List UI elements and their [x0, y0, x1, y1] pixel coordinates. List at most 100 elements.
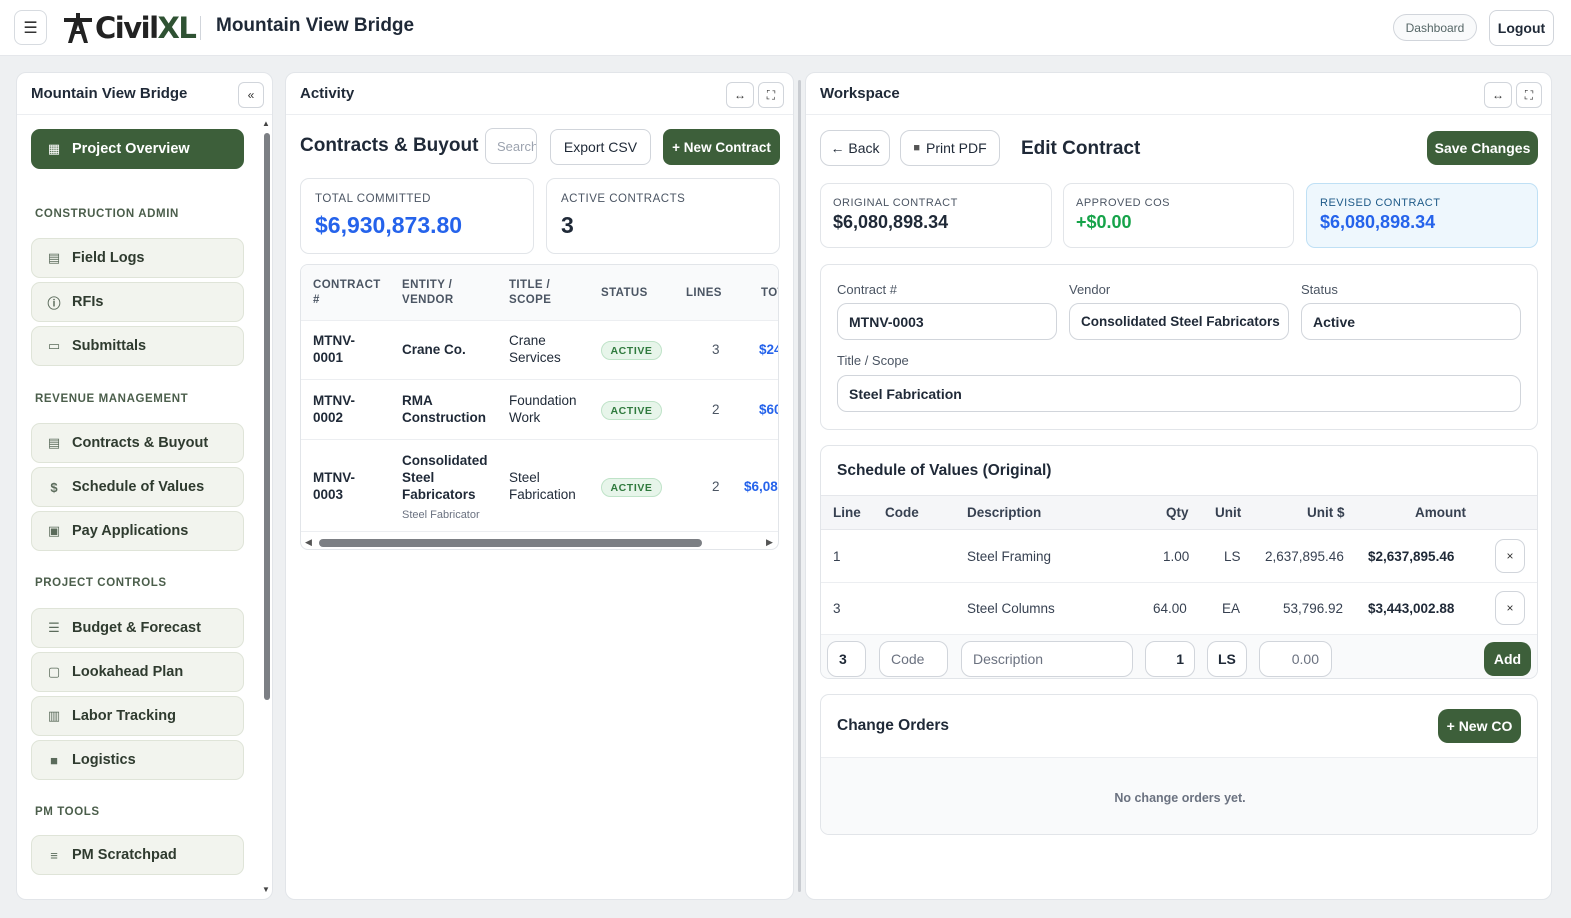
change-orders-empty-text: No change orders yet.	[1114, 791, 1246, 805]
sidebar-item-submittals[interactable]: ▭ Submittals	[31, 326, 244, 366]
sidebar-item-contracts-buyout[interactable]: ▤ Contracts & Buyout	[31, 423, 244, 463]
top-bar: ☰ CivilXL Mountain View Bridge Dashboard…	[0, 0, 1571, 56]
list-icon: ☰	[48, 620, 60, 635]
sidebar-item-budget-forecast[interactable]: ☰ Budget & Forecast	[31, 608, 244, 648]
col-status[interactable]: STATUS	[601, 287, 648, 299]
app-logo[interactable]: CivilXL	[62, 10, 197, 46]
vendor-field[interactable]: Consolidated Steel Fabricators	[1069, 303, 1289, 340]
remove-line-button[interactable]: ×	[1495, 539, 1525, 573]
fullscreen-icon: ⛶	[766, 87, 776, 102]
total-committed-value: $6,930,873.80	[315, 212, 463, 238]
collapse-sidebar-button[interactable]: «	[238, 82, 264, 108]
sidebar-item-pm-scratchpad[interactable]: ≡ PM Scratchpad	[31, 835, 244, 875]
active-contracts-value: 3	[561, 212, 574, 238]
new-co-button[interactable]: + New CO	[1438, 709, 1521, 743]
status-select[interactable]: Active	[1301, 303, 1521, 340]
scope-cell: Crane Services	[509, 333, 561, 365]
print-pdf-button[interactable]: ■ Print PDF	[900, 130, 1000, 166]
printer-icon: ■	[913, 142, 920, 154]
activity-header: Activity	[286, 73, 793, 115]
sidebar-item-project-overview[interactable]: ▦ Project Overview	[31, 129, 244, 169]
back-button[interactable]: ← Back	[820, 130, 890, 166]
fullscreen-button[interactable]: ⛶	[1516, 82, 1542, 108]
add-line-button[interactable]: Add	[1484, 642, 1531, 676]
sidebar-item-field-logs[interactable]: ▤ Field Logs	[31, 238, 244, 278]
col-entity-vendor[interactable]: ENTITY / VENDOR	[402, 279, 454, 306]
workspace-title: Workspace	[820, 85, 900, 102]
sidebar-item-labor-tracking[interactable]: ▥ Labor Tracking	[31, 696, 244, 736]
dollar-icon: $	[50, 479, 58, 495]
scroll-right-arrow-icon[interactable]: ▶	[766, 537, 773, 547]
col-title-scope[interactable]: TITLE / SCOPE	[509, 279, 552, 306]
lines-cell: 2	[712, 479, 720, 494]
lines-cell: 3	[712, 342, 720, 357]
row-divider	[301, 439, 778, 440]
logout-button[interactable]: Logout	[1489, 10, 1554, 46]
scrollbar-divider	[301, 531, 778, 532]
scroll-up-arrow-icon[interactable]: ▲	[262, 119, 270, 128]
sidebar-item-schedule-of-values[interactable]: $ Schedule of Values	[31, 467, 244, 507]
col-contract-number[interactable]: CONTRACT #	[313, 279, 381, 306]
clipboard-icon: ▤	[47, 250, 61, 265]
sidebar-header: Mountain View Bridge	[17, 73, 272, 115]
scroll-down-arrow-icon[interactable]: ▼	[262, 885, 270, 894]
contracts-search-input[interactable]: Search	[485, 128, 537, 164]
new-line-code-input[interactable]: Code	[879, 641, 948, 677]
fullscreen-button[interactable]: ⛶	[758, 82, 784, 108]
new-line-number-input[interactable]: 3	[827, 641, 866, 677]
activity-panel: Activity ↔ ⛶ Contracts & Buyout Search E…	[285, 72, 794, 900]
sov-amount-cell: $3,443,002.88	[1368, 601, 1455, 616]
arrows-horizontal-icon: ↔	[1492, 88, 1504, 102]
contracts-heading: Contracts & Buyout	[300, 135, 479, 156]
total-cell: $6,080,898.34	[744, 479, 778, 494]
section-pm-tools: PM TOOLS	[35, 806, 100, 818]
scroll-left-arrow-icon[interactable]: ◀	[305, 537, 312, 547]
approved-cos-card: APPROVED COS +$0.00	[1063, 183, 1294, 248]
vendor-label: Vendor	[1069, 282, 1111, 297]
total-committed-label: TOTAL COMMITTED	[315, 193, 431, 205]
remove-line-button[interactable]: ×	[1495, 591, 1525, 625]
menu-button[interactable]: ☰	[14, 10, 47, 45]
panel-resize-handle[interactable]	[798, 80, 801, 892]
dashboard-button[interactable]: Dashboard	[1393, 14, 1477, 41]
export-csv-button[interactable]: Export CSV	[550, 129, 651, 165]
table-header-row	[301, 265, 778, 320]
sov-description-cell: Steel Framing	[967, 549, 1052, 564]
sidebar-item-lookahead-plan[interactable]: ▢ Lookahead Plan	[31, 652, 244, 692]
sov-line-cell: 3	[833, 601, 841, 616]
title-scope-label: Title / Scope	[837, 353, 909, 368]
col-lines[interactable]: LINES	[686, 287, 722, 299]
new-line-price-input[interactable]: 0.00	[1259, 641, 1332, 677]
new-line-description-input[interactable]: Description	[961, 641, 1133, 677]
contract-number-field[interactable]: MTNV-0003	[837, 303, 1057, 340]
calendar-icon: ▢	[47, 664, 61, 679]
sov-col-amount: Amount	[1415, 505, 1466, 520]
sov-unit-price-cell: 53,796.92	[1283, 601, 1344, 616]
new-line-qty-input[interactable]: 1	[1145, 641, 1195, 677]
sov-col-unit: Unit	[1215, 505, 1242, 520]
expand-width-button[interactable]: ↔	[726, 82, 754, 108]
sidebar-item-pay-applications[interactable]: ▣ Pay Applications	[31, 511, 244, 551]
sidebar-item-logistics[interactable]: ■ Logistics	[31, 740, 244, 780]
sidebar-panel: Mountain View Bridge « ▦ Project Overview…	[16, 72, 273, 900]
sidebar-item-rfis[interactable]: ⓘ RFIs	[31, 282, 244, 322]
header-divider	[200, 16, 201, 40]
invoice-icon: ▣	[47, 523, 61, 538]
new-line-unit-input[interactable]: LS	[1207, 641, 1247, 677]
workspace-panel: Workspace ↔ ⛶ ← Back ■ Print PDF Edit Con…	[805, 72, 1552, 900]
title-scope-field[interactable]: Steel Fabrication	[837, 375, 1521, 412]
expand-width-button[interactable]: ↔	[1484, 82, 1512, 108]
sidebar-scrollbar-thumb[interactable]	[264, 133, 270, 700]
grid-icon: ▦	[47, 141, 61, 156]
vendor-subtitle: Steel Fabricator	[402, 509, 480, 521]
approved-cos-value: +$0.00	[1076, 212, 1132, 232]
schedule-of-values-card: Schedule of Values (Original) Line Code …	[820, 445, 1538, 679]
row-divider	[301, 379, 778, 380]
col-total[interactable]: TOTAL	[761, 287, 778, 299]
new-contract-button[interactable]: + New Contract	[663, 129, 780, 165]
table-horizontal-scrollbar[interactable]	[319, 539, 702, 547]
logo-tower-icon	[64, 13, 92, 43]
sov-col-line: Line	[833, 505, 861, 520]
logo-wordmark: CivilXL	[95, 11, 197, 45]
save-changes-button[interactable]: Save Changes	[1427, 131, 1538, 165]
